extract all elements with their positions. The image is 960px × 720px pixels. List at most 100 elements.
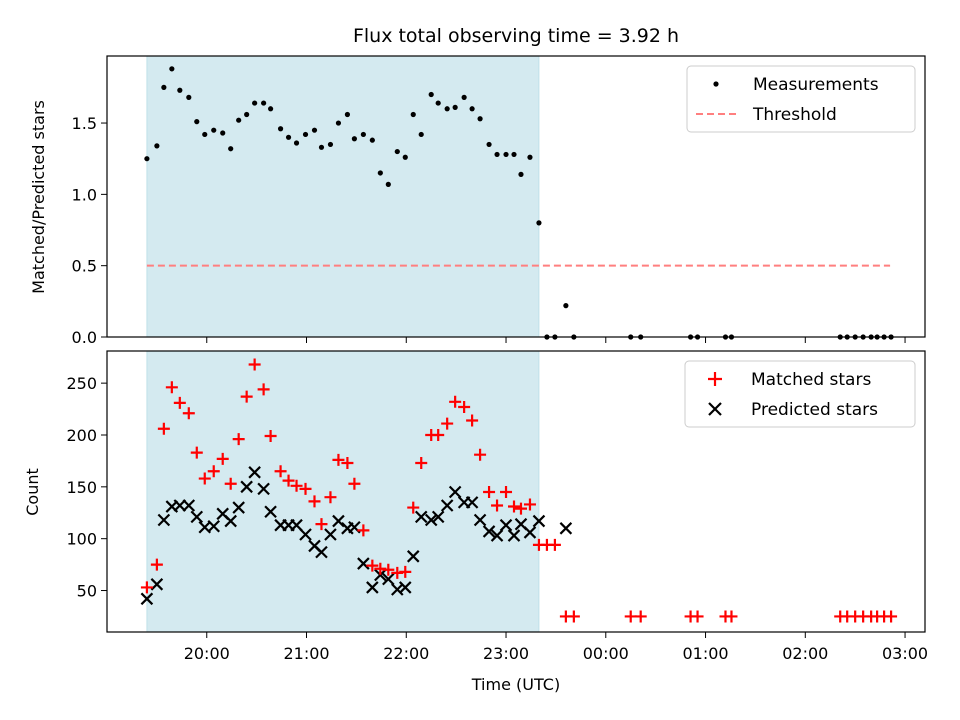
measurement-point: [285, 134, 292, 140]
y-tick-label: 0.5: [72, 257, 97, 276]
matched-stars-point: [634, 610, 647, 623]
measurement-point: [277, 126, 284, 132]
measurement-point: [194, 119, 200, 125]
x-tick-label: 02:00: [782, 644, 828, 663]
predicted-stars-point: [332, 514, 345, 528]
matched-stars-point: [474, 448, 487, 461]
bottom-panel: 50 100 150 200 250 20:00 21:00 22:00 23:00 00:00…: [23, 350, 928, 694]
measurement-point: [402, 154, 408, 160]
matched-stars-point: [315, 518, 328, 531]
measurement-point: [169, 66, 175, 72]
predicted-stars-point: [382, 572, 395, 586]
chart-title: Flux total observing time = 3.92 h: [353, 25, 679, 47]
matched-stars-point: [458, 400, 471, 413]
measurement-point: [511, 151, 517, 158]
legend-predicted-label: Predicted stars: [751, 400, 878, 420]
matched-stars-point: [248, 358, 261, 371]
measurement-point: [385, 181, 391, 187]
measurement-point: [444, 106, 450, 112]
matched-stars-point: [432, 428, 445, 441]
matched-stars-point: [282, 474, 295, 487]
legend-predicted-marker: [708, 402, 722, 416]
x-tick-label: 23:00: [483, 644, 529, 663]
matched-stars-point: [207, 465, 220, 478]
matched-stars-point: [483, 486, 496, 499]
measurement-point: [335, 120, 342, 126]
predicted-stars-points: [140, 466, 573, 606]
predicted-stars-point: [232, 501, 245, 514]
y-tick-label: 1.5: [72, 114, 97, 133]
x-axis-label: Time (UTC): [471, 675, 560, 694]
matched-stars-points: [140, 358, 898, 623]
matched-stars-point: [240, 390, 253, 403]
matched-stars-point: [415, 456, 428, 469]
predicted-stars-point: [440, 499, 454, 512]
measurement-point: [327, 141, 334, 148]
bottom-legend-box: [684, 360, 916, 428]
predicted-stars-point: [257, 482, 270, 496]
matched-stars-point: [500, 486, 513, 499]
matched-stars-point: [567, 610, 580, 623]
measurement-point: [186, 94, 192, 100]
predicted-stars-point: [499, 518, 513, 532]
measurement-point: [311, 127, 318, 133]
top-y-axis-label: Matched/Predicted stars: [29, 100, 48, 294]
legend-measurements-marker: [713, 81, 719, 87]
matched-stars-point: [190, 446, 203, 459]
predicted-stars-point: [190, 510, 204, 524]
matched-stars-point: [441, 417, 454, 430]
bottom-y-ticks: 50 100 150 200 250: [66, 374, 107, 601]
predicted-stars-point: [490, 529, 504, 542]
measurement-point: [360, 131, 366, 138]
measurement-point: [220, 130, 226, 136]
observing-window-shade-bottom: [146, 350, 540, 633]
measurement-point: [377, 170, 383, 176]
matched-stars-point: [150, 558, 163, 571]
y-tick-label: 150: [66, 478, 97, 497]
matched-stars-point: [324, 491, 337, 504]
predicted-stars-point: [357, 557, 370, 570]
matched-stars-point: [491, 499, 504, 512]
matched-stars-point: [523, 498, 536, 511]
x-tick-label: 01:00: [682, 644, 728, 663]
measurement-point: [293, 140, 300, 146]
measurement-point: [503, 151, 509, 158]
matched-stars-point: [341, 456, 354, 469]
x-tick-label: 03:00: [882, 644, 928, 663]
predicted-stars-point: [507, 529, 521, 542]
predicted-stars-point: [559, 522, 573, 535]
predicted-stars-point: [240, 480, 253, 494]
measurement-point: [252, 100, 258, 106]
measurement-point: [461, 94, 467, 100]
bottom-legend: Matched stars Predicted stars: [684, 360, 916, 428]
measurement-point: [261, 100, 267, 106]
measurement-point: [477, 116, 483, 122]
predicted-stars-point: [523, 526, 537, 539]
matched-stars-point: [140, 581, 153, 594]
y-tick-label: 0.0: [72, 328, 97, 347]
matched-stars-point: [357, 524, 370, 537]
predicted-stars-point: [424, 513, 438, 527]
measurement-point: [486, 141, 492, 148]
legend-matched-label: Matched stars: [751, 370, 871, 390]
predicted-stars-point: [473, 513, 487, 527]
predicted-stars-point: [532, 514, 546, 528]
x-tick-label: 22:00: [383, 644, 429, 663]
matched-stars-point: [198, 472, 211, 485]
matched-stars-point: [308, 495, 321, 508]
matched-stars-point: [332, 453, 345, 466]
x-tick-label: 00:00: [583, 644, 629, 663]
predicted-stars-point: [264, 505, 277, 518]
predicted-stars-point: [465, 496, 479, 509]
predicted-stars-point: [140, 592, 154, 606]
measurement-point: [302, 131, 309, 138]
measurement-point: [536, 220, 542, 226]
matched-stars-point: [691, 610, 704, 623]
measurement-point: [177, 87, 183, 93]
measurement-point: [318, 144, 325, 150]
matched-stars-point: [274, 465, 287, 478]
top-axes-frame: [106, 55, 926, 338]
legend-threshold-label: Threshold: [752, 105, 837, 125]
measurement-point: [211, 127, 217, 133]
matched-stars-point: [366, 559, 379, 572]
